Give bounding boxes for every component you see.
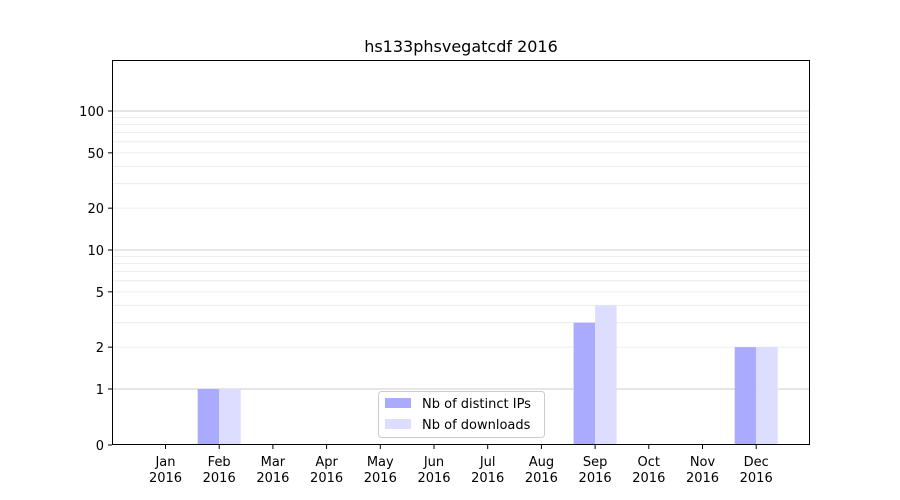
x-tick-label-month: Nov: [690, 455, 716, 470]
bar-distinct-ips: [734, 347, 757, 445]
y-tick-label: 2: [96, 341, 104, 356]
y-axis: 0 1 2 5 10 20 50 100: [79, 105, 112, 454]
y-tick-label: 50: [87, 147, 104, 162]
x-tick-label-month: Jun: [423, 455, 444, 470]
bar-downloads: [595, 305, 617, 445]
y-tick-label: 1: [96, 383, 104, 398]
x-tick-label-month: Sep: [583, 455, 608, 470]
legend-label-downloads: Nb of downloads: [422, 418, 531, 433]
legend-swatch-ips: [385, 398, 411, 408]
x-tick-label-year: 2016: [471, 471, 504, 486]
x-tick-label-month: Oct: [638, 455, 660, 470]
y-tick-label: 0: [96, 439, 104, 454]
y-tick-label: 5: [96, 286, 104, 301]
chart-title: hs133phsvegatcdf 2016: [364, 37, 558, 56]
plot-frame: [112, 60, 810, 445]
x-tick-label-month: Jan: [154, 455, 175, 470]
x-tick-label-year: 2016: [203, 471, 236, 486]
bar-distinct-ips: [573, 322, 596, 445]
x-tick-label-year: 2016: [740, 471, 773, 486]
legend: Nb of distinct IPs Nb of downloads: [378, 391, 545, 438]
x-tick-label-year: 2016: [417, 471, 450, 486]
x-tick-label-month: May: [367, 455, 394, 470]
x-tick-label-month: Jul: [479, 455, 496, 470]
legend-label-ips: Nb of distinct IPs: [422, 397, 531, 412]
bar-downloads: [756, 347, 778, 445]
bar-downloads: [219, 389, 241, 445]
legend-frame: [378, 391, 545, 438]
x-tick-label-month: Dec: [744, 455, 769, 470]
bar-distinct-ips: [197, 389, 220, 445]
grid: [112, 110, 810, 390]
x-tick-label-year: 2016: [149, 471, 182, 486]
x-axis: Jan2016Feb2016Mar2016Apr2016May2016Jun20…: [149, 445, 773, 486]
x-tick-label-year: 2016: [579, 471, 612, 486]
x-tick-label-year: 2016: [632, 471, 665, 486]
bars: [197, 305, 778, 445]
y-tick-label: 10: [87, 244, 104, 259]
x-tick-label-year: 2016: [364, 471, 397, 486]
x-tick-label-year: 2016: [256, 471, 289, 486]
x-tick-label-month: Apr: [315, 455, 338, 470]
x-tick-label-year: 2016: [310, 471, 343, 486]
x-tick-label-month: Aug: [529, 455, 554, 470]
x-tick-label-month: Feb: [208, 455, 231, 470]
x-tick-label-year: 2016: [686, 471, 719, 486]
y-tick-label: 100: [79, 105, 104, 120]
legend-swatch-downloads: [385, 419, 411, 429]
y-tick-label: 20: [87, 202, 104, 217]
x-tick-label-year: 2016: [525, 471, 558, 486]
x-tick-label-month: Mar: [261, 455, 286, 470]
